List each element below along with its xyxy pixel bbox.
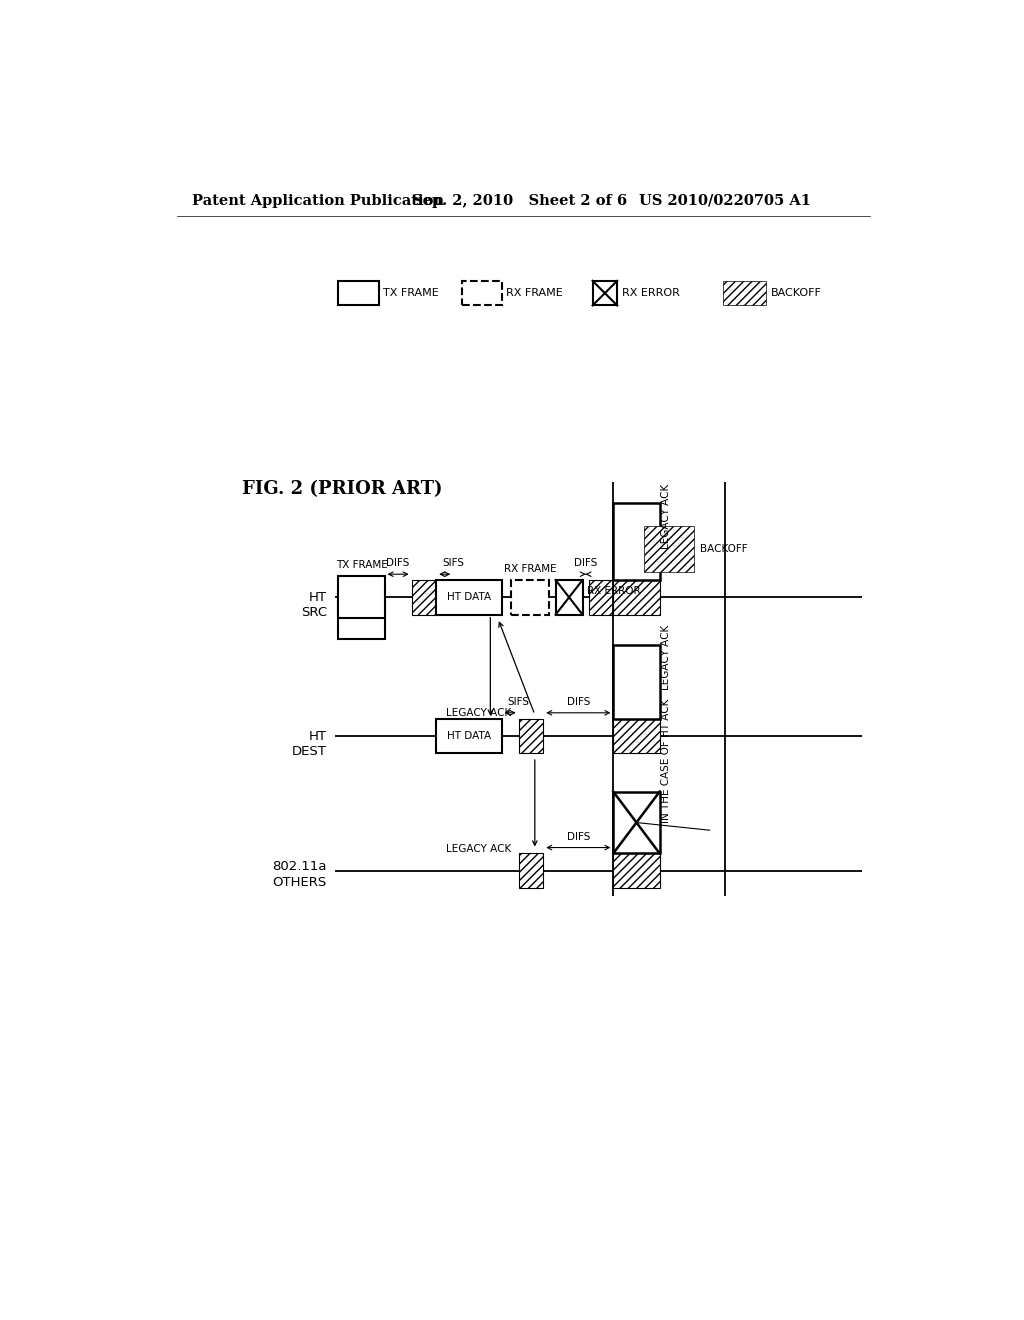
Text: SIFS: SIFS (508, 697, 529, 708)
Bar (462, 281, 502, 305)
Bar (518, 853, 544, 888)
Text: FIG. 2 (PRIOR ART): FIG. 2 (PRIOR ART) (243, 480, 442, 499)
Bar (613, 853, 659, 888)
Text: HT
SRC: HT SRC (301, 591, 327, 619)
Bar (339, 576, 385, 619)
Text: Patent Application Publication: Patent Application Publication (193, 194, 444, 207)
Bar (593, 281, 617, 305)
Bar (613, 579, 659, 615)
Text: LEGACY ACK: LEGACY ACK (445, 843, 511, 854)
Bar (518, 718, 544, 754)
Text: TX FRAME: TX FRAME (336, 561, 387, 570)
Text: LEGACY ACK: LEGACY ACK (660, 484, 671, 549)
Bar (556, 579, 583, 615)
Text: Sep. 2, 2010   Sheet 2 of 6: Sep. 2, 2010 Sheet 2 of 6 (412, 194, 627, 207)
Bar (436, 718, 502, 754)
Text: DIFS: DIFS (566, 697, 590, 708)
Text: BACKOFF: BACKOFF (770, 288, 821, 298)
Bar (613, 718, 659, 754)
Text: BACKOFF: BACKOFF (700, 544, 748, 554)
Text: 802.11a
OTHERS: 802.11a OTHERS (272, 861, 327, 888)
Text: HT DATA: HT DATA (446, 593, 492, 602)
Text: IN THE CASE OF HT ACK: IN THE CASE OF HT ACK (660, 698, 671, 822)
Text: RX FRAME: RX FRAME (504, 564, 556, 574)
Text: SIFS: SIFS (442, 558, 464, 569)
Bar (436, 579, 502, 615)
Bar (644, 527, 694, 573)
Text: RX FRAME: RX FRAME (506, 288, 563, 298)
Text: LEGACY ACK: LEGACY ACK (660, 624, 671, 689)
Bar (339, 597, 385, 639)
Text: DIFS: DIFS (386, 558, 410, 569)
Bar (511, 579, 550, 615)
Bar (613, 792, 659, 853)
Bar (412, 579, 436, 615)
Text: RX ERROR: RX ERROR (622, 288, 680, 298)
Bar (589, 579, 613, 615)
Text: DIFS: DIFS (573, 558, 597, 569)
Bar (613, 503, 659, 579)
Text: LEGACY ACK: LEGACY ACK (445, 708, 511, 718)
Bar (613, 645, 659, 718)
Text: RX ERROR: RX ERROR (587, 586, 641, 597)
Text: HT DATA: HT DATA (446, 731, 492, 741)
Bar (339, 281, 379, 305)
Text: DIFS: DIFS (566, 832, 590, 842)
Text: US 2010/0220705 A1: US 2010/0220705 A1 (639, 194, 811, 207)
Text: HT
DEST: HT DEST (292, 730, 327, 758)
Bar (724, 281, 766, 305)
Text: TX FRAME: TX FRAME (383, 288, 439, 298)
